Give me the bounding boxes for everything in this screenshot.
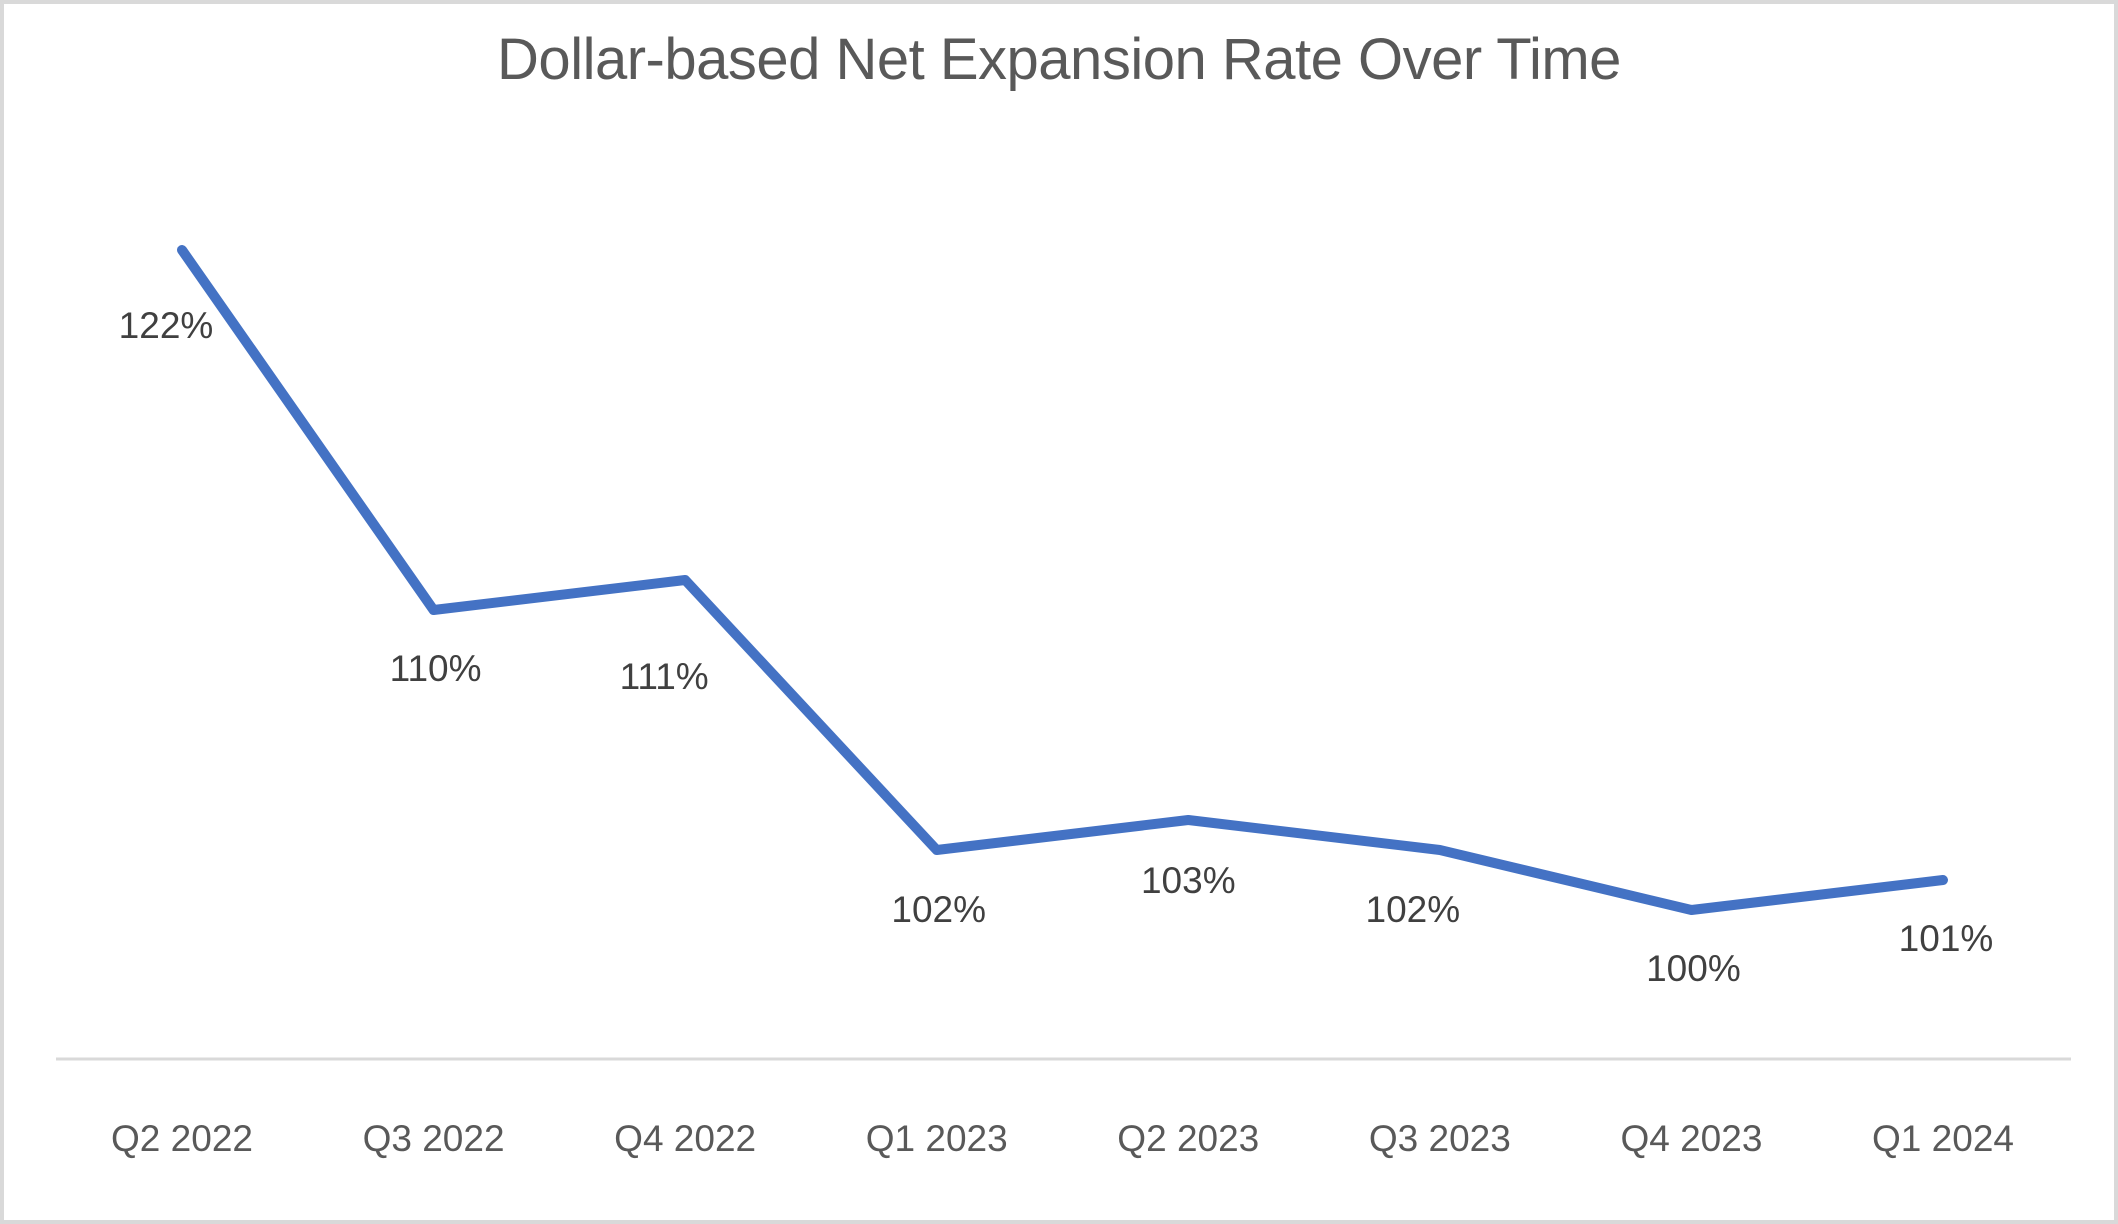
- data-label: 111%: [619, 656, 709, 697]
- x-axis-label: Q1 2024: [1872, 1118, 2014, 1159]
- chart-title: Dollar-based Net Expansion Rate Over Tim…: [497, 27, 1621, 92]
- x-axis-label: Q4 2022: [614, 1118, 757, 1159]
- data-label: 101%: [1898, 918, 1994, 959]
- data-label: 122%: [118, 305, 214, 346]
- x-axis-label: Q4 2023: [1620, 1118, 1763, 1159]
- data-label: 103%: [1140, 860, 1236, 901]
- x-axis-label: Q1 2023: [865, 1118, 1008, 1159]
- trend-line: [177, 245, 1948, 915]
- plot-area: [56, 245, 2071, 1061]
- x-axis-label: Q2 2022: [111, 1118, 253, 1159]
- data-label: 110%: [389, 648, 482, 689]
- data-label: 102%: [891, 889, 987, 930]
- x-axis-label: Q3 2023: [1368, 1118, 1511, 1159]
- x-axis-label: Q2 2023: [1117, 1118, 1260, 1159]
- data-label: 102%: [1365, 889, 1461, 930]
- x-axis-label: Q3 2022: [362, 1118, 505, 1159]
- data-label: 100%: [1646, 948, 1741, 989]
